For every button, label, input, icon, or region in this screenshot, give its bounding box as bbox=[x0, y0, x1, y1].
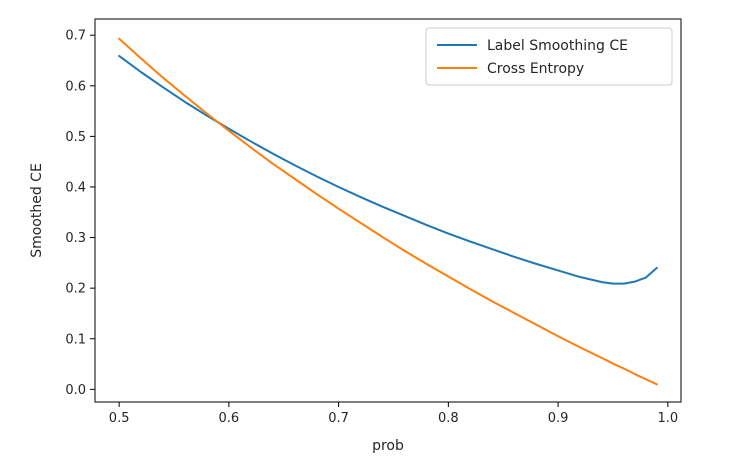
series-line-cross-entropy bbox=[118, 37, 658, 386]
x-axis: 0.5 0.6 0.7 0.8 0.9 1.0 bbox=[109, 402, 678, 426]
y-tick-label: 0.6 bbox=[65, 79, 86, 94]
y-axis: 0.0 0.1 0.2 0.3 0.4 0.5 0.6 0.7 bbox=[65, 29, 95, 398]
y-tick-label: 0.2 bbox=[65, 282, 86, 297]
axes-frame bbox=[94, 18, 682, 403]
x-tick-label: 1.0 bbox=[657, 411, 678, 426]
y-tick-label: 0.5 bbox=[65, 130, 86, 145]
x-axis-label: prob bbox=[372, 438, 404, 454]
y-tick-label: 0.3 bbox=[65, 231, 86, 246]
legend-label-label-smoothing-ce: Label Smoothing CE bbox=[487, 38, 628, 54]
series-line-label-smoothing-ce bbox=[118, 54, 658, 285]
x-tick-label: 0.5 bbox=[109, 411, 130, 426]
x-tick-label: 0.9 bbox=[548, 411, 569, 426]
legend-label-cross-entropy: Cross Entropy bbox=[487, 61, 584, 77]
legend-box bbox=[425, 27, 673, 86]
y-tick-label: 0.1 bbox=[65, 332, 86, 347]
y-axis-label: Smoothed CE bbox=[29, 163, 45, 258]
plot-marks bbox=[118, 37, 658, 386]
y-tick-label: 0.4 bbox=[65, 180, 86, 195]
legend: Label Smoothing CE Cross Entropy bbox=[425, 27, 673, 86]
y-tick-label: 0.0 bbox=[65, 383, 86, 398]
x-tick-label: 0.8 bbox=[438, 411, 459, 426]
x-tick-label: 0.6 bbox=[219, 411, 240, 426]
y-tick-label: 0.7 bbox=[65, 29, 86, 44]
x-tick-label: 0.7 bbox=[328, 411, 349, 426]
